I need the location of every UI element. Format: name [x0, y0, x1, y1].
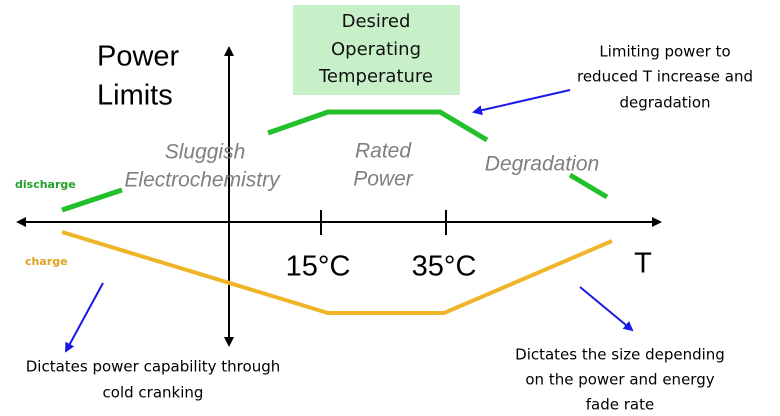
note: reduced T increase and — [577, 68, 753, 86]
note: Dictates power capability through — [26, 358, 281, 376]
discharge-label: discharge — [15, 178, 76, 191]
pointer-arrow — [579, 286, 634, 332]
y-label: Limits — [97, 80, 173, 112]
note: fade rate — [586, 396, 654, 414]
note: Limiting power to — [599, 43, 730, 61]
note: cold cranking — [103, 384, 204, 402]
pointer-arrow — [472, 89, 571, 116]
tick-label: 35°C — [412, 251, 477, 283]
x-label: T — [634, 248, 652, 280]
charge-line — [61, 230, 613, 315]
note: on the power and energy — [525, 371, 714, 389]
y-label: Power — [97, 41, 180, 73]
pointer-arrow — [65, 282, 104, 353]
note: Dictates the size depending — [515, 346, 725, 364]
box-text: Desired — [342, 11, 411, 32]
discharge-line — [61, 109, 609, 213]
region-label: Electrochemistry — [124, 169, 281, 192]
box-text: Operating — [331, 39, 421, 60]
region-label: Power — [353, 168, 414, 191]
region-label: Rated — [355, 140, 412, 163]
box-text: Temperature — [318, 66, 433, 87]
region-label: Degradation — [485, 153, 599, 176]
charge-label: charge — [25, 255, 68, 268]
region-label: Sluggish — [165, 141, 246, 164]
note: degradation — [619, 94, 710, 112]
desired-box — [293, 5, 460, 95]
tick-label: 15°C — [286, 251, 351, 283]
